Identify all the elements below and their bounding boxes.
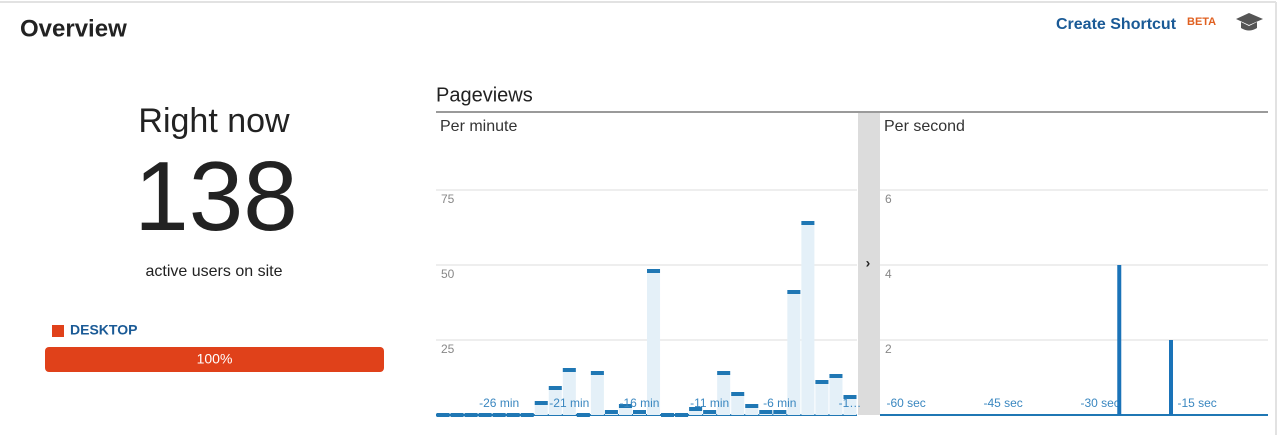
bar-fill	[801, 223, 815, 415]
y-tick-label: 50	[441, 267, 455, 281]
bar-cap	[731, 392, 745, 396]
bar-cap	[618, 404, 632, 408]
expand-arrow: ›	[866, 255, 871, 271]
bar-cap	[632, 410, 646, 414]
bar-cap	[717, 371, 731, 375]
bar-cap	[815, 380, 829, 384]
x-tick-label: -6 min	[763, 396, 796, 410]
segment-label: 100%	[197, 351, 233, 367]
segments: DESKTOP 100%	[45, 322, 384, 372]
beta-badge: BETA	[1187, 16, 1216, 28]
panel-divider[interactable]	[858, 113, 880, 415]
y-tick-label: 75	[441, 192, 455, 206]
pageviews-title: Pageviews	[436, 84, 533, 106]
bar-fill	[745, 406, 759, 415]
bar-fill	[534, 403, 548, 415]
x-tick-label: -11 min	[690, 396, 729, 410]
chart-title: Per minute	[440, 118, 517, 135]
bar	[1117, 265, 1122, 415]
bar-fill	[590, 373, 604, 415]
bar-fill	[717, 373, 731, 415]
x-tick-label: -21 min	[549, 396, 589, 410]
x-tick-label: -16 min	[619, 396, 659, 410]
y-tick-label: 2	[885, 342, 892, 356]
x-tick-label: -26 min	[479, 396, 519, 410]
segment-bar	[45, 347, 384, 372]
x-tick-label: -1…	[839, 396, 862, 410]
x-tick-label: -45 sec	[983, 396, 1022, 410]
active-users: 138	[134, 141, 298, 251]
bar-cap	[450, 413, 464, 417]
bar-cap	[703, 410, 717, 414]
bar-fill	[689, 409, 703, 415]
bar-fill	[731, 394, 745, 415]
bar-cap	[436, 413, 450, 417]
bar-cap	[773, 410, 787, 414]
bar	[1169, 340, 1173, 415]
bar-cap	[689, 407, 703, 411]
bar-fill	[843, 397, 857, 415]
x-tick-label: -60 sec	[886, 396, 925, 410]
bar-fill	[647, 271, 661, 415]
bar-cap	[576, 413, 590, 417]
segment-swatch	[52, 325, 64, 337]
page-title: Overview	[20, 15, 127, 42]
bar-fill	[562, 370, 576, 415]
active-users-caption: active users on site	[146, 263, 283, 280]
bar-cap	[647, 269, 661, 273]
y-tick-label: 6	[885, 192, 892, 206]
bar-cap	[787, 290, 801, 294]
bar-cap	[829, 374, 843, 378]
bar-cap	[520, 413, 534, 417]
bar-fill	[618, 406, 632, 415]
bar-cap	[604, 410, 618, 414]
bar-cap	[478, 413, 492, 417]
bar-cap	[562, 368, 576, 372]
bar-fill	[548, 388, 562, 415]
x-tick-label: -30 sec	[1080, 396, 1119, 410]
x-tick-label: -15 sec	[1177, 396, 1216, 410]
academy-icon[interactable]	[1236, 13, 1263, 31]
create-shortcut[interactable]: Create Shortcut	[1056, 16, 1177, 33]
bar-cap	[464, 413, 478, 417]
bar-cap	[590, 371, 604, 375]
charts: Per minute 25 50 75 -26 min -21 min -16 min -11…	[436, 118, 1268, 417]
segment-name: DESKTOP	[70, 322, 137, 338]
y-tick-label: 25	[441, 342, 455, 356]
bar-cap	[661, 413, 675, 417]
bar-cap	[675, 413, 689, 417]
bar-cap	[534, 401, 548, 405]
bar-fill	[787, 292, 801, 415]
chart-title: Per second	[884, 118, 965, 135]
bar-cap	[548, 386, 562, 390]
bar-cap	[745, 404, 759, 408]
y-tick-label: 4	[885, 267, 892, 281]
bar-cap	[759, 410, 773, 414]
bar-fill	[829, 376, 843, 415]
bar-cap	[506, 413, 520, 417]
bar-cap	[843, 395, 857, 399]
right-now-title: Right now	[138, 102, 290, 140]
bar-cap	[492, 413, 506, 417]
bar-fill	[815, 382, 829, 415]
bar-cap	[801, 221, 815, 225]
